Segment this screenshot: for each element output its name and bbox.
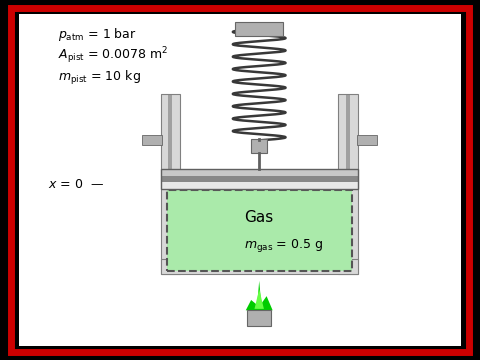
Text: $m_{\mathrm{gas}}$ = 0.5 g: $m_{\mathrm{gas}}$ = 0.5 g bbox=[244, 237, 323, 254]
Bar bbox=[247, 310, 271, 326]
Text: Gas: Gas bbox=[245, 210, 274, 225]
Bar bbox=[161, 176, 358, 183]
Text: $m_{\mathrm{pist}}$ = 10 kg: $m_{\mathrm{pist}}$ = 10 kg bbox=[58, 69, 141, 87]
Bar bbox=[172, 94, 180, 274]
Bar bbox=[161, 94, 180, 274]
Bar bbox=[161, 183, 358, 189]
Bar bbox=[350, 94, 358, 274]
Bar bbox=[338, 94, 346, 274]
Bar bbox=[251, 139, 267, 153]
Bar bbox=[235, 22, 283, 36]
Polygon shape bbox=[254, 289, 264, 309]
Bar bbox=[161, 169, 358, 176]
Text: $A_{\mathrm{pist}}$ = 0.0078 m$^2$: $A_{\mathrm{pist}}$ = 0.0078 m$^2$ bbox=[58, 45, 168, 66]
Bar bbox=[161, 259, 358, 274]
Bar bbox=[168, 94, 172, 274]
Bar bbox=[346, 94, 350, 274]
Bar bbox=[161, 169, 358, 189]
Bar bbox=[357, 135, 377, 145]
Text: $x$ = 0  —: $x$ = 0 — bbox=[48, 178, 104, 191]
Text: $p_{\mathrm{atm}}$ = 1 bar: $p_{\mathrm{atm}}$ = 1 bar bbox=[58, 26, 136, 43]
Bar bbox=[338, 94, 358, 274]
Bar bbox=[142, 135, 162, 145]
Polygon shape bbox=[246, 281, 273, 310]
Bar bbox=[161, 94, 168, 274]
Bar bbox=[167, 190, 352, 271]
